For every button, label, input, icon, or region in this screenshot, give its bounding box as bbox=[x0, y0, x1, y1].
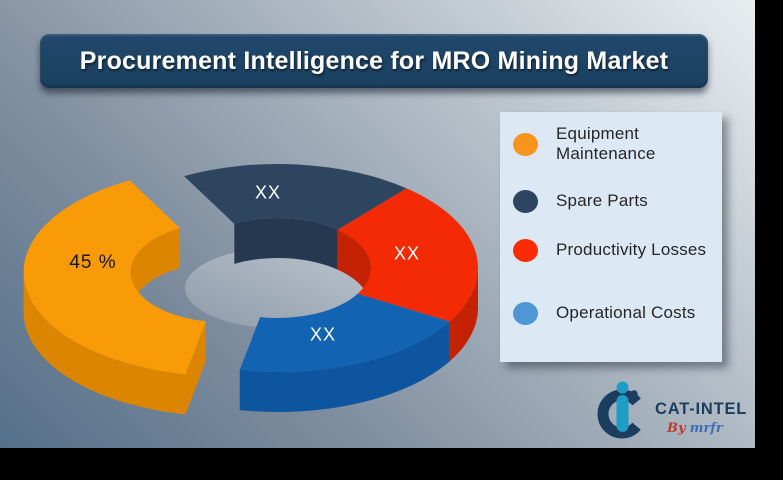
page-title: Procurement Intelligence for MRO Mining … bbox=[79, 46, 669, 75]
pie-label-productivity-losses: XX bbox=[394, 243, 420, 263]
pie-segment-equipment-maintenance[interactable] bbox=[23, 180, 206, 375]
pie-segment-operational-costs[interactable] bbox=[239, 293, 450, 372]
donut-hole-floor bbox=[185, 248, 371, 328]
legend-label-operational-costs: Operational Costs bbox=[556, 303, 696, 323]
logo-i-bar bbox=[616, 395, 629, 432]
pie-segment-spare-parts[interactable] bbox=[184, 163, 407, 230]
legend-swatch-equipment-maintenance bbox=[513, 132, 538, 156]
legend-swatch-operational-costs bbox=[513, 302, 538, 325]
legend-swatch-spare-parts bbox=[513, 190, 538, 213]
logo-small-dot bbox=[630, 390, 638, 398]
logo-byline: By mrfr bbox=[667, 422, 747, 435]
infographic-canvas: Procurement Intelligence for MRO Mining … bbox=[0, 0, 755, 448]
logo-text-block: CAT-INTEL By mrfr bbox=[655, 401, 747, 435]
logo-by-word: By bbox=[667, 420, 686, 436]
pie-label-operational-costs: XX bbox=[310, 324, 336, 344]
pie-segment-productivity-losses-wall bbox=[449, 268, 478, 362]
brand-logo: CAT-INTEL By mrfr bbox=[597, 381, 747, 441]
logo-i-dot bbox=[616, 381, 629, 394]
legend-label-spare-parts: Spare Parts bbox=[556, 191, 648, 211]
pie-segment-spare-parts-inner-wall bbox=[234, 217, 338, 270]
pie-segment-equipment-maintenance-wall bbox=[23, 272, 186, 415]
pie-label-spare-parts: XX bbox=[255, 182, 281, 202]
title-banner: Procurement Intelligence for MRO Mining … bbox=[40, 34, 708, 88]
donut-chart: 45 % XX XX XX bbox=[23, 163, 478, 415]
legend-label-productivity-losses: Productivity Losses bbox=[556, 240, 707, 260]
pie-segment-productivity-losses-inner-wall bbox=[337, 229, 371, 308]
logo-mrfr-word: mrfr bbox=[689, 420, 723, 436]
legend-swatch-productivity-losses bbox=[513, 239, 538, 262]
legend-item-productivity-losses[interactable]: Productivity Losses bbox=[513, 239, 718, 262]
pie-segment-productivity-losses[interactable] bbox=[337, 188, 478, 322]
legend-item-spare-parts[interactable]: Spare Parts bbox=[513, 190, 718, 213]
pie-segment-equipment-maintenance-cut-wall bbox=[185, 321, 206, 415]
legend-label-equipment-maintenance: Equipment Maintenance bbox=[556, 124, 656, 164]
legend-item-operational-costs[interactable]: Operational Costs bbox=[513, 302, 718, 325]
pie-segment-operational-costs-wall bbox=[239, 321, 450, 412]
legend-item-equipment-maintenance[interactable]: Equipment Maintenance bbox=[513, 124, 718, 165]
chart-legend: Equipment Maintenance Spare Parts Producti… bbox=[500, 112, 722, 362]
pie-label-equipment-maintenance: 45 % bbox=[69, 252, 116, 273]
logo-brand-name: CAT-INTEL bbox=[655, 400, 748, 418]
cat-intel-logo-icon bbox=[597, 381, 647, 439]
